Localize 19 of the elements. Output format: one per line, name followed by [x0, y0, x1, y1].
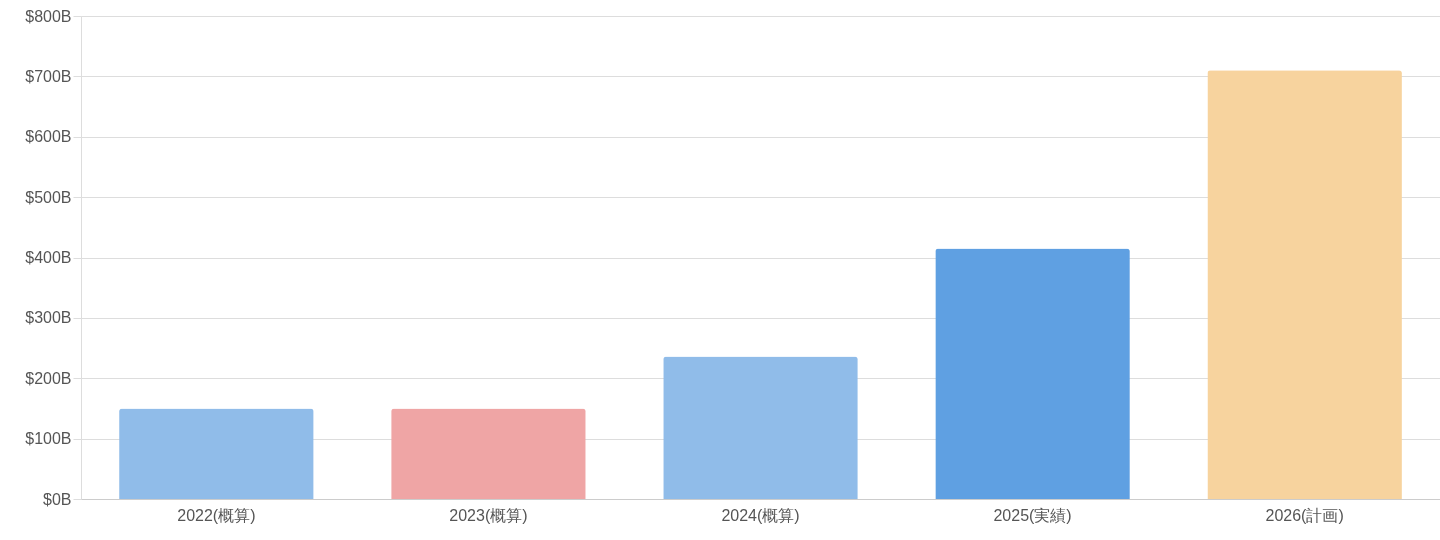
x-tick-label: 2025(実績) — [993, 506, 1072, 524]
y-tick-label: $400B — [25, 249, 72, 266]
y-tick-label: $300B — [25, 309, 72, 327]
y-tick-label: $600B — [25, 128, 72, 146]
y-tick-label: $800B — [25, 7, 72, 25]
y-tick-label: $700B — [25, 67, 72, 85]
x-tick-label: 2026(計画) — [1265, 506, 1344, 524]
y-tick-label: $0B — [43, 490, 72, 508]
y-tick-label: $500B — [25, 188, 72, 206]
bar — [119, 408, 314, 499]
x-tick-label: 2023(概算) — [449, 506, 528, 524]
y-tick-label: $200B — [25, 369, 72, 387]
x-tick-label: 2022(概算) — [177, 506, 256, 524]
bar — [663, 356, 858, 499]
y-tick-label: $100B — [25, 430, 72, 448]
bar — [1207, 70, 1402, 499]
bar — [935, 248, 1130, 499]
x-tick-label: 2024(概算) — [721, 506, 800, 524]
bar — [391, 408, 586, 499]
